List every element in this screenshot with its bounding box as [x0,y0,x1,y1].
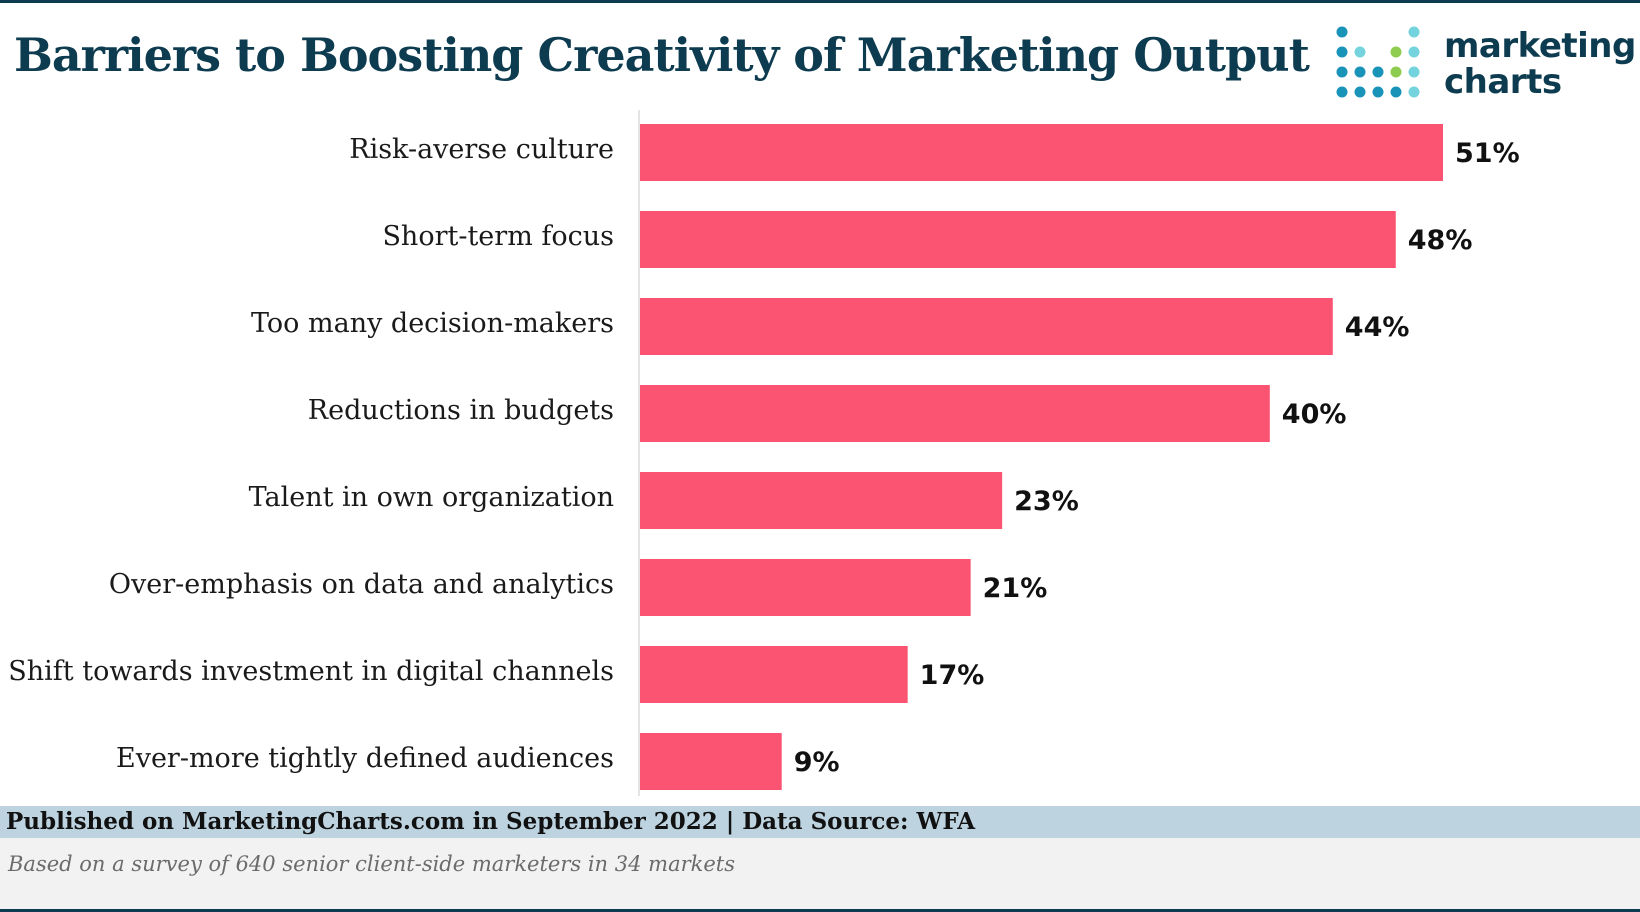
value-label: 17% [920,660,985,691]
category-label: Shift towards investment in digital chan… [8,656,614,687]
value-label: 48% [1408,225,1473,256]
category-label: Short-term focus [382,221,614,252]
source-band: Published on MarketingCharts.com in Sept… [0,806,1640,838]
bar [640,733,782,790]
bar-chart: Risk-averse culture 51% Short-term focus 48… [8,110,1520,796]
bar [640,646,908,703]
value-label: 21% [983,573,1048,604]
category-label: Risk-averse culture [349,134,614,165]
logo-dots-icon [1336,26,1420,98]
bar [640,472,1003,529]
bar [640,124,1443,181]
marketingcharts-logo: marketing charts [1336,26,1636,106]
value-label: 9% [794,747,840,778]
value-label: 40% [1282,399,1347,430]
chart-title: Barriers to Boosting Creativity of Marke… [14,28,1310,82]
survey-note: Based on a survey of 640 senior client-s… [8,852,735,876]
category-label: Ever-more tightly defined audiences [116,743,614,774]
category-label: Over-emphasis on data and analytics [109,569,614,600]
logo-wordmark: marketing charts [1444,28,1636,100]
value-label: 23% [1014,486,1079,517]
bar [640,385,1270,442]
logo-line-1: marketing [1444,26,1636,66]
top-rule [0,0,1640,3]
bar [640,211,1396,268]
category-label: Reductions in budgets [308,395,614,426]
bar [640,298,1333,355]
note-area: Based on a survey of 640 senior client-s… [0,838,1640,912]
bar [640,559,971,616]
logo-line-2: charts [1444,62,1562,102]
bottom-rule [0,909,1640,912]
value-label: 51% [1455,138,1520,169]
value-label: 44% [1345,312,1410,343]
category-label: Talent in own organization [249,482,614,513]
category-label: Too many decision-makers [251,308,614,339]
source-text: Published on MarketingCharts.com in Sept… [6,808,976,835]
